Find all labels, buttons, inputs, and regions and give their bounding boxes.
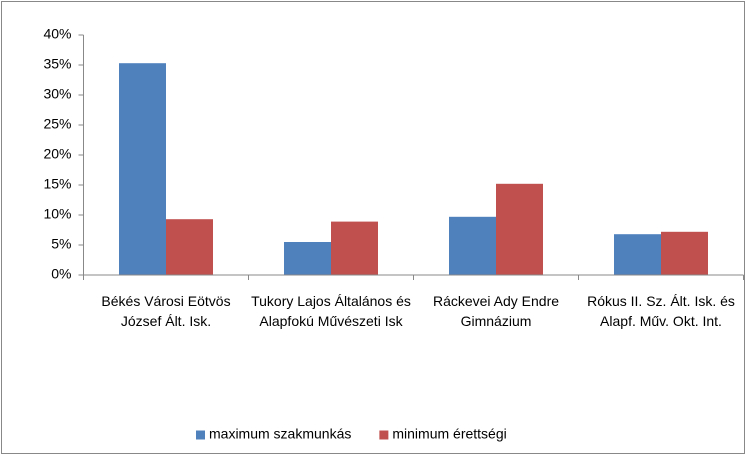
y-tick-label: 10% (43, 206, 71, 222)
bar (284, 242, 331, 275)
y-tick-label: 35% (43, 56, 71, 72)
bar (331, 221, 378, 275)
legend-label: minimum érettségi (392, 426, 506, 442)
y-tick-label: 30% (43, 86, 71, 102)
legend-label: maximum szakmunkás (209, 426, 351, 442)
y-tick-label: 15% (43, 176, 71, 192)
legend-swatch (379, 430, 389, 440)
y-tick-label: 20% (43, 146, 71, 162)
x-tick-label: Tukory Lajos Általános és Alapfokú Művés… (251, 293, 411, 329)
legend-swatch (196, 430, 205, 440)
x-tick-label: Békés Városi Eötvös József Ált. Isk. (101, 293, 231, 329)
bar (449, 216, 496, 275)
y-tick-label: 25% (43, 116, 71, 132)
bar (496, 183, 543, 275)
bar (614, 234, 661, 275)
x-tick-label: Ráckevei Ady Endre Gimnázium (432, 293, 560, 329)
bar (119, 63, 166, 276)
y-tick-label: 40% (43, 26, 71, 42)
y-tick-label: 5% (51, 236, 71, 252)
y-tick-label: 0% (51, 266, 71, 282)
x-tick-label: Rókus II. Sz. Ált. Isk. és Alapf. Műv. O… (587, 293, 735, 329)
bar (166, 219, 213, 275)
bar (661, 231, 708, 275)
